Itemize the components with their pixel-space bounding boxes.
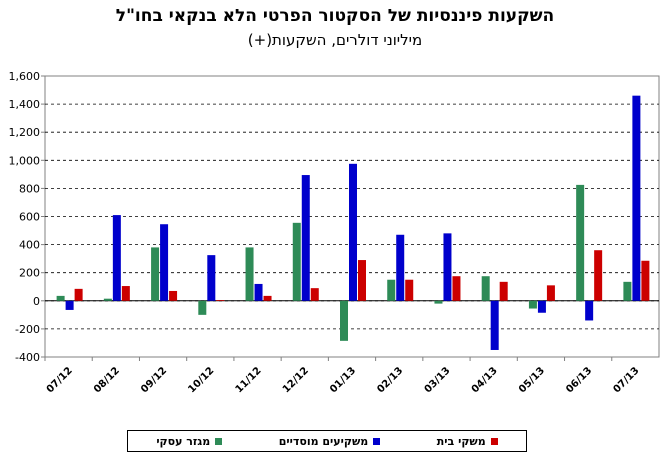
bar-business	[151, 247, 160, 301]
y-tick-label: -200	[15, 323, 40, 336]
legend-swatch-business	[215, 437, 223, 445]
legend-label-business: מגזר עסקי	[156, 434, 211, 448]
bar-households	[594, 250, 603, 301]
bar-institutional	[112, 215, 121, 301]
bar-business	[387, 279, 396, 301]
bar-institutional	[443, 233, 452, 301]
x-tick-label: 06/13	[564, 365, 594, 395]
bar-business	[103, 298, 112, 301]
bar-households	[121, 286, 130, 301]
y-axis: -400 -200 0 200 400 600 800 1,000 1,200 1,400 1,60…	[9, 70, 45, 364]
bar-business	[292, 222, 301, 301]
x-axis: 07/12 08/12 09/12 10/12 11/12 12/12 01/13 02/13…	[44, 357, 642, 395]
x-tick-label: 04/13	[470, 365, 500, 395]
bar-institutional	[301, 175, 310, 301]
bar-households	[641, 260, 650, 301]
bar-business	[434, 300, 443, 304]
y-tick-label: 1,200	[9, 126, 41, 139]
bar-business	[340, 300, 348, 341]
bar-households	[452, 276, 461, 301]
bar-business	[198, 300, 207, 315]
bar-institutional	[490, 300, 499, 350]
y-tick-label: 200	[19, 267, 40, 280]
bars	[56, 95, 650, 350]
legend: משקי בית משקיעים מוסדיים מגזר עסקי	[127, 430, 527, 452]
legend-label-households: משקי בית	[436, 434, 486, 448]
legend-item-households: משקי בית	[437, 435, 498, 448]
bar-institutional	[65, 300, 74, 310]
y-tick-label: 1,400	[9, 98, 41, 111]
bar-households	[310, 288, 319, 301]
bar-business	[576, 184, 585, 301]
y-tick-label: 0	[33, 295, 40, 308]
y-tick-label: 1,600	[9, 70, 41, 83]
legend-swatch-institutional	[373, 437, 381, 445]
bar-institutional	[254, 283, 263, 301]
bar-households	[546, 285, 555, 301]
x-tick-label: 02/13	[375, 365, 405, 395]
bar-households	[405, 279, 414, 301]
bar-institutional	[207, 255, 216, 301]
x-tick-label: 03/13	[423, 365, 453, 395]
x-tick-label: 12/12	[281, 365, 311, 395]
y-tick-label: -400	[15, 351, 40, 364]
bar-institutional	[349, 163, 357, 301]
bar-business	[481, 276, 490, 301]
bar-households	[74, 288, 83, 301]
bar-chart: -400 -200 0 200 400 600 800 1,000 1,200 1,400 1,60…	[9, 70, 660, 395]
bar-households	[358, 260, 366, 301]
legend-item-institutional: משקיעים מוסדיים	[279, 435, 381, 448]
bar-business	[528, 300, 537, 309]
legend-swatch-households	[490, 437, 498, 445]
y-tick-label: 400	[19, 239, 40, 252]
bar-households	[263, 295, 272, 301]
bar-institutional	[160, 224, 169, 301]
x-tick-label: 05/13	[517, 365, 547, 395]
x-tick-label: 07/13	[611, 365, 641, 395]
x-tick-label: 07/12	[45, 365, 75, 395]
bar-business	[245, 247, 254, 301]
legend-item-business: מגזר עסקי	[156, 434, 223, 448]
x-tick-label: 01/13	[328, 365, 358, 395]
y-tick-label: 600	[19, 211, 40, 224]
x-tick-label: 09/12	[139, 365, 169, 395]
bar-institutional	[585, 300, 594, 321]
bar-business	[56, 295, 65, 301]
bar-households	[169, 290, 178, 301]
x-tick-label: 11/12	[234, 365, 264, 395]
y-tick-label: 1,000	[9, 154, 41, 167]
y-tick-label: 800	[19, 182, 40, 195]
legend-label-institutional: משקיעים מוסדיים	[278, 434, 369, 448]
bar-business	[623, 281, 632, 301]
chart-subtitle: מיליוני דולרים, השקעות(+)	[247, 31, 423, 49]
bar-households	[216, 300, 225, 301]
bar-institutional	[537, 300, 546, 313]
x-tick-label: 08/12	[92, 365, 122, 395]
bar-households	[499, 281, 508, 301]
x-tick-label: 10/12	[186, 365, 216, 395]
chart-title: השקעות פיננסיות של הסקטור הפרטי הלא בנקא…	[115, 6, 555, 26]
bar-institutional	[396, 234, 405, 301]
bar-institutional	[632, 95, 641, 301]
